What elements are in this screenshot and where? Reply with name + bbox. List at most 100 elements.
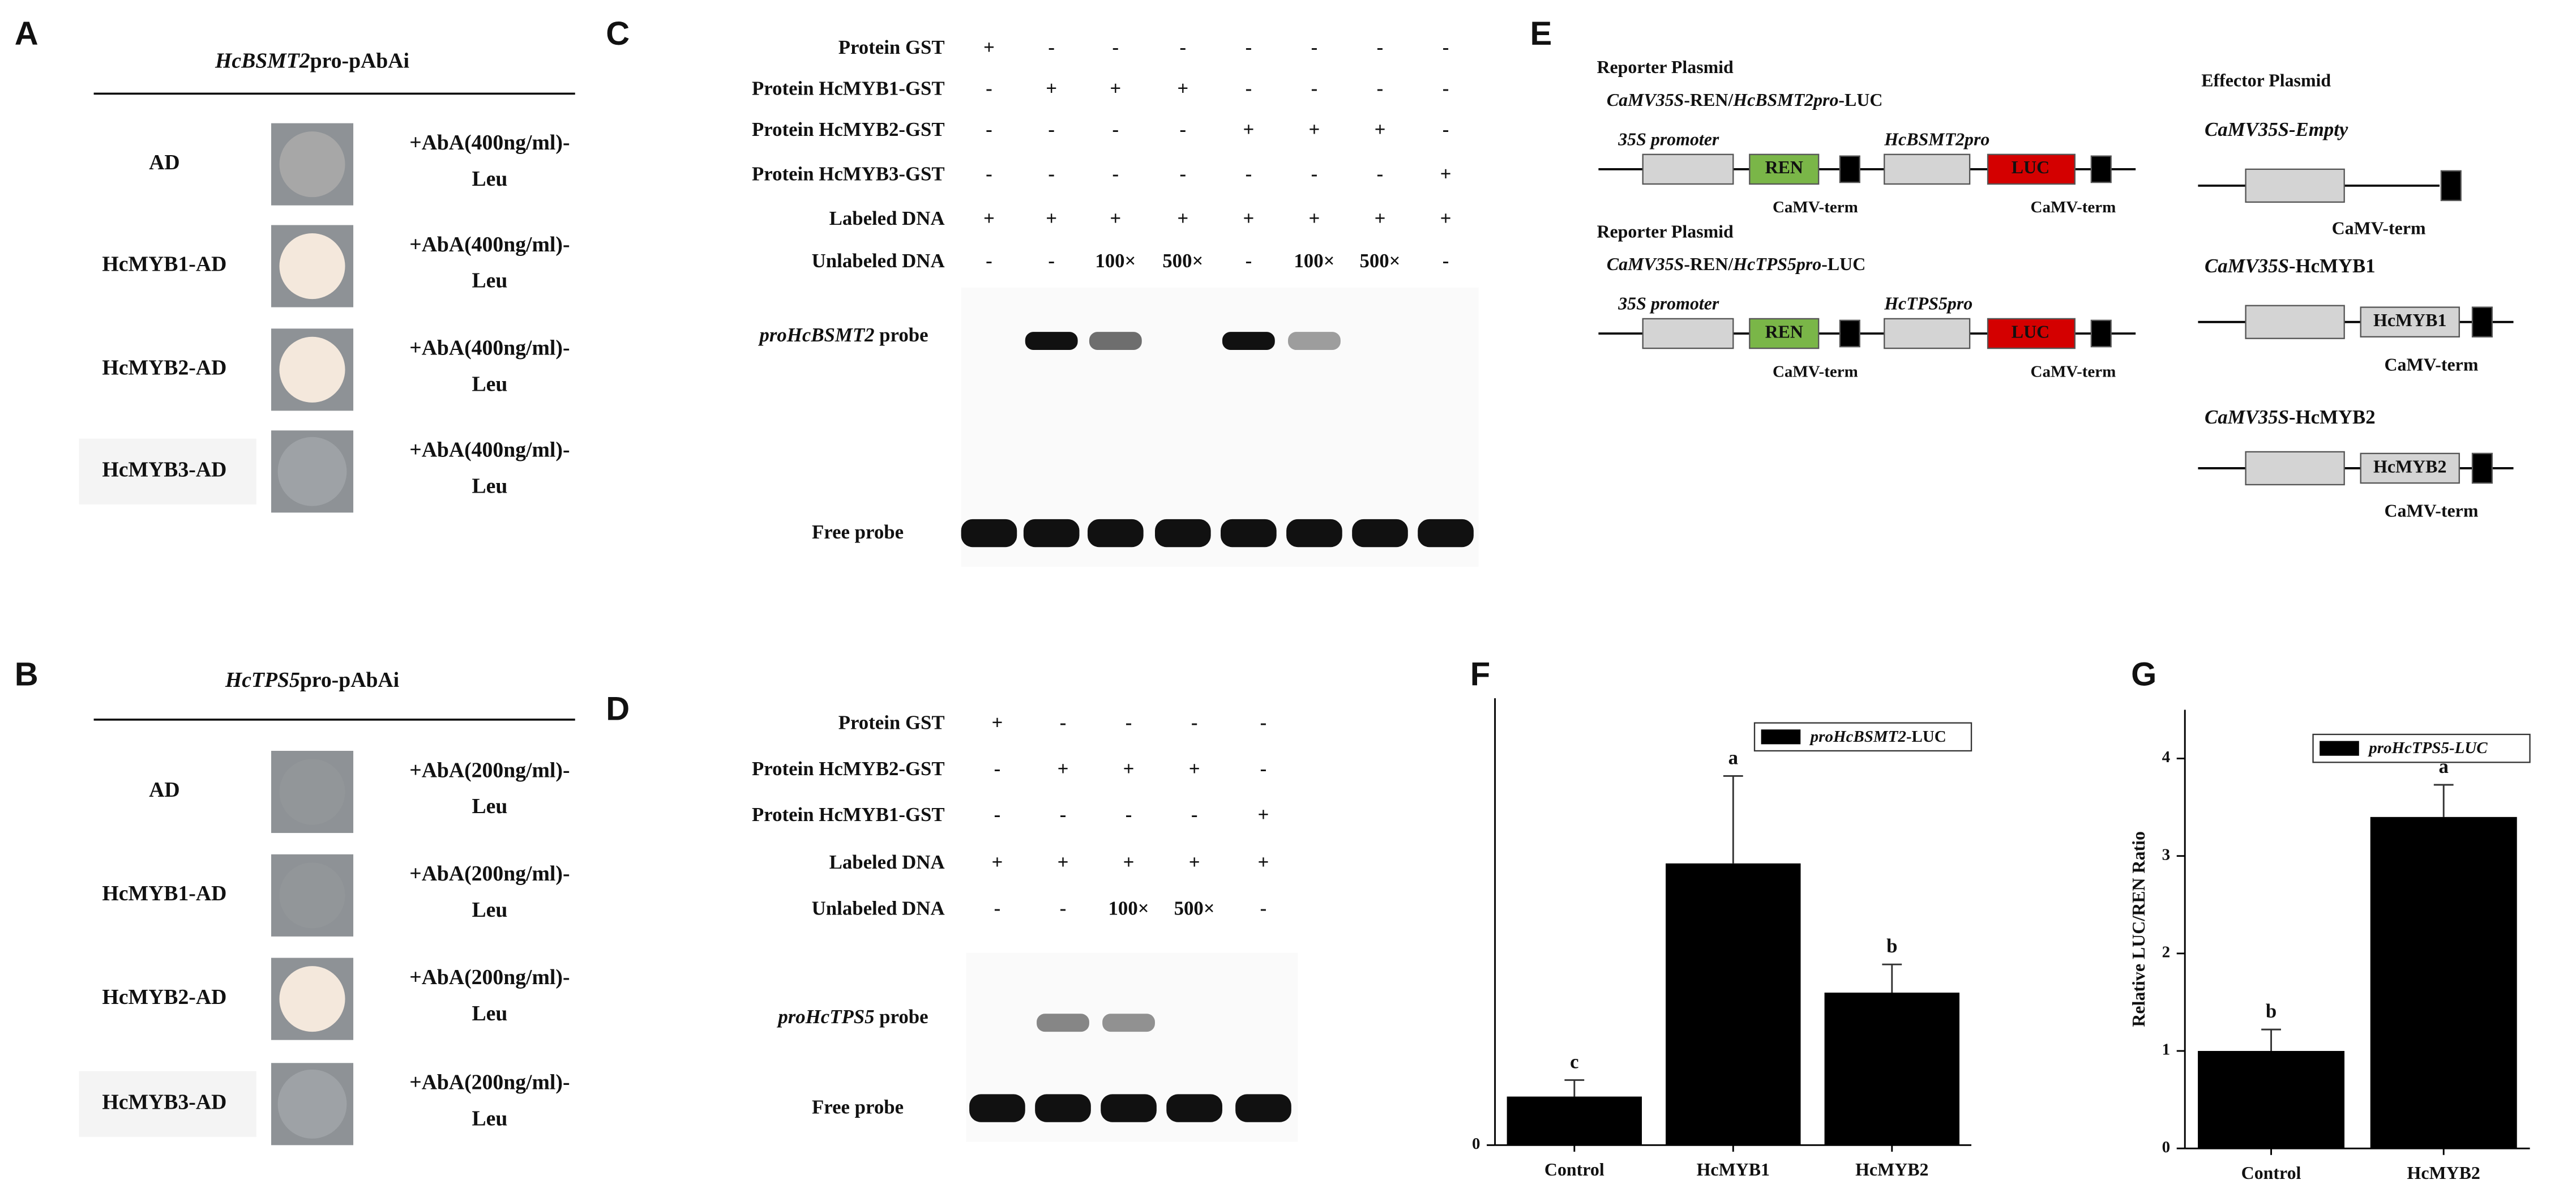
probe-label: proHcTPS5 (776, 1006, 874, 1028)
colony (279, 336, 345, 403)
construct-name: CaMV35S-HcMYB2 (2205, 406, 2376, 428)
terminator-box (2090, 155, 2112, 183)
strain: HcMYB2-AD (102, 985, 226, 1009)
ren-box (1749, 318, 1820, 349)
panel-title: pro-pAbAi (300, 668, 399, 692)
promoter-box (2245, 168, 2345, 203)
lane-sign: - (1060, 803, 1067, 826)
colony (279, 862, 345, 929)
row-label: Protein GST (838, 36, 945, 58)
lane-sign: - (1191, 803, 1198, 826)
lane-sign: - (986, 250, 992, 272)
free-probe-label: Free probe (812, 521, 904, 543)
gel-band (1035, 1094, 1091, 1122)
lane-sign: 100× (1294, 250, 1334, 272)
significance-letter: c (1570, 1050, 1578, 1072)
lane-sign: - (1377, 36, 1384, 58)
bar (1824, 992, 1959, 1146)
plasmid-heading: Reporter Plasmid (1597, 221, 1734, 241)
lane-sign: - (1246, 163, 1252, 185)
gel-band (1101, 1094, 1157, 1122)
panel-label: F (1470, 656, 1490, 693)
medium: Leu (472, 167, 507, 191)
gel-band (1352, 519, 1408, 548)
legend-label: proHcBSMT2 (1809, 727, 1906, 745)
promoter-box (1884, 153, 1971, 185)
terminator-box (2471, 452, 2493, 484)
promoter-box (2245, 451, 2345, 486)
gene-label: LUC (2012, 157, 2049, 177)
lane-sign: - (1126, 712, 1132, 734)
medium: +AbA(400ng/ml)- (409, 438, 570, 462)
construct-name: -HcMYB2 (2289, 406, 2376, 428)
lane-sign: - (1443, 36, 1449, 58)
medium: +AbA(200ng/ml)- (409, 862, 570, 886)
lane-sign: + (1110, 78, 1121, 100)
panel-label: A (15, 15, 38, 52)
probe-label: probe (874, 1006, 928, 1028)
lane-sign: + (1189, 851, 1200, 873)
promoter-box (1642, 318, 1734, 349)
terminator-box (2440, 170, 2462, 202)
construct-name: CaMV35S (1607, 90, 1684, 110)
lane-sign: - (1260, 712, 1267, 734)
medium: Leu (472, 373, 507, 396)
element-label: HcBSMT2pro (1884, 130, 1989, 149)
lane-sign: - (994, 897, 1001, 919)
lane-sign: - (1112, 36, 1119, 58)
colony (279, 759, 345, 825)
row-label: Unlabeled DNA (812, 897, 945, 919)
terminator-label: CaMV-term (1773, 198, 1858, 216)
element-label: 35S promoter (1618, 294, 1719, 314)
lane-sign: + (1177, 78, 1188, 100)
lane-sign: - (1311, 163, 1318, 185)
element-label: HcTPS5pro (1884, 294, 1972, 314)
lane-sign: + (983, 207, 995, 229)
gel-band (1089, 332, 1142, 351)
promoter-box (2245, 305, 2345, 339)
medium: Leu (472, 1106, 507, 1130)
lane-sign: + (1058, 758, 1069, 780)
gel-band (1037, 1014, 1089, 1032)
medium: Leu (472, 898, 507, 922)
lane-sign: + (1440, 163, 1452, 185)
terminator-box (1839, 155, 1860, 183)
lane-sign: + (1309, 118, 1320, 140)
lane-sign: + (1123, 758, 1135, 780)
lane-sign: + (1258, 803, 1269, 826)
colony (279, 131, 345, 198)
row-label: Protein HcMYB1-GST (752, 803, 945, 826)
lane-sign: - (1060, 712, 1067, 734)
construct-name: CaMV35S-HcMYB1 (2205, 255, 2376, 277)
gene-label: REN (1765, 157, 1803, 177)
lane-sign: - (1260, 897, 1267, 919)
construct-name: CaMV35S-REN/HcBSMT2pro-LUC (1607, 90, 1883, 110)
gel-band (1418, 519, 1474, 548)
lane-sign: + (1243, 207, 1254, 229)
row-label: Protein GST (838, 712, 945, 734)
colony (279, 966, 345, 1032)
lane-sign: - (1112, 163, 1119, 185)
label-bg (79, 1071, 256, 1137)
y-tick-label: 2 (2162, 943, 2171, 961)
row-label: Protein HcMYB3-GST (752, 163, 945, 185)
free-probe-label: Free probe (812, 1096, 904, 1118)
legend-label: proHcTPS5-LUC (2367, 739, 2488, 757)
lane-sign: - (1048, 250, 1055, 272)
probe-label: proHcBSMT2 probe (758, 324, 928, 346)
panel-title: HcBSMT2pro-pAbAi (215, 49, 409, 72)
gel-band (961, 519, 1017, 548)
y-axis-label: Relative LUC/REN Ratio (2129, 831, 2149, 1027)
luc-box (1987, 318, 2076, 349)
plate-spot (271, 854, 354, 937)
lane-sign: - (986, 163, 992, 185)
lane-sign: + (992, 851, 1003, 873)
legend-swatch (2320, 741, 2359, 756)
panel-label: C (606, 15, 630, 52)
lane-sign: - (986, 118, 992, 140)
construct-name: -REN/ (1684, 90, 1734, 110)
medium: Leu (472, 794, 507, 818)
medium: +AbA(400ng/ml)- (409, 131, 570, 155)
